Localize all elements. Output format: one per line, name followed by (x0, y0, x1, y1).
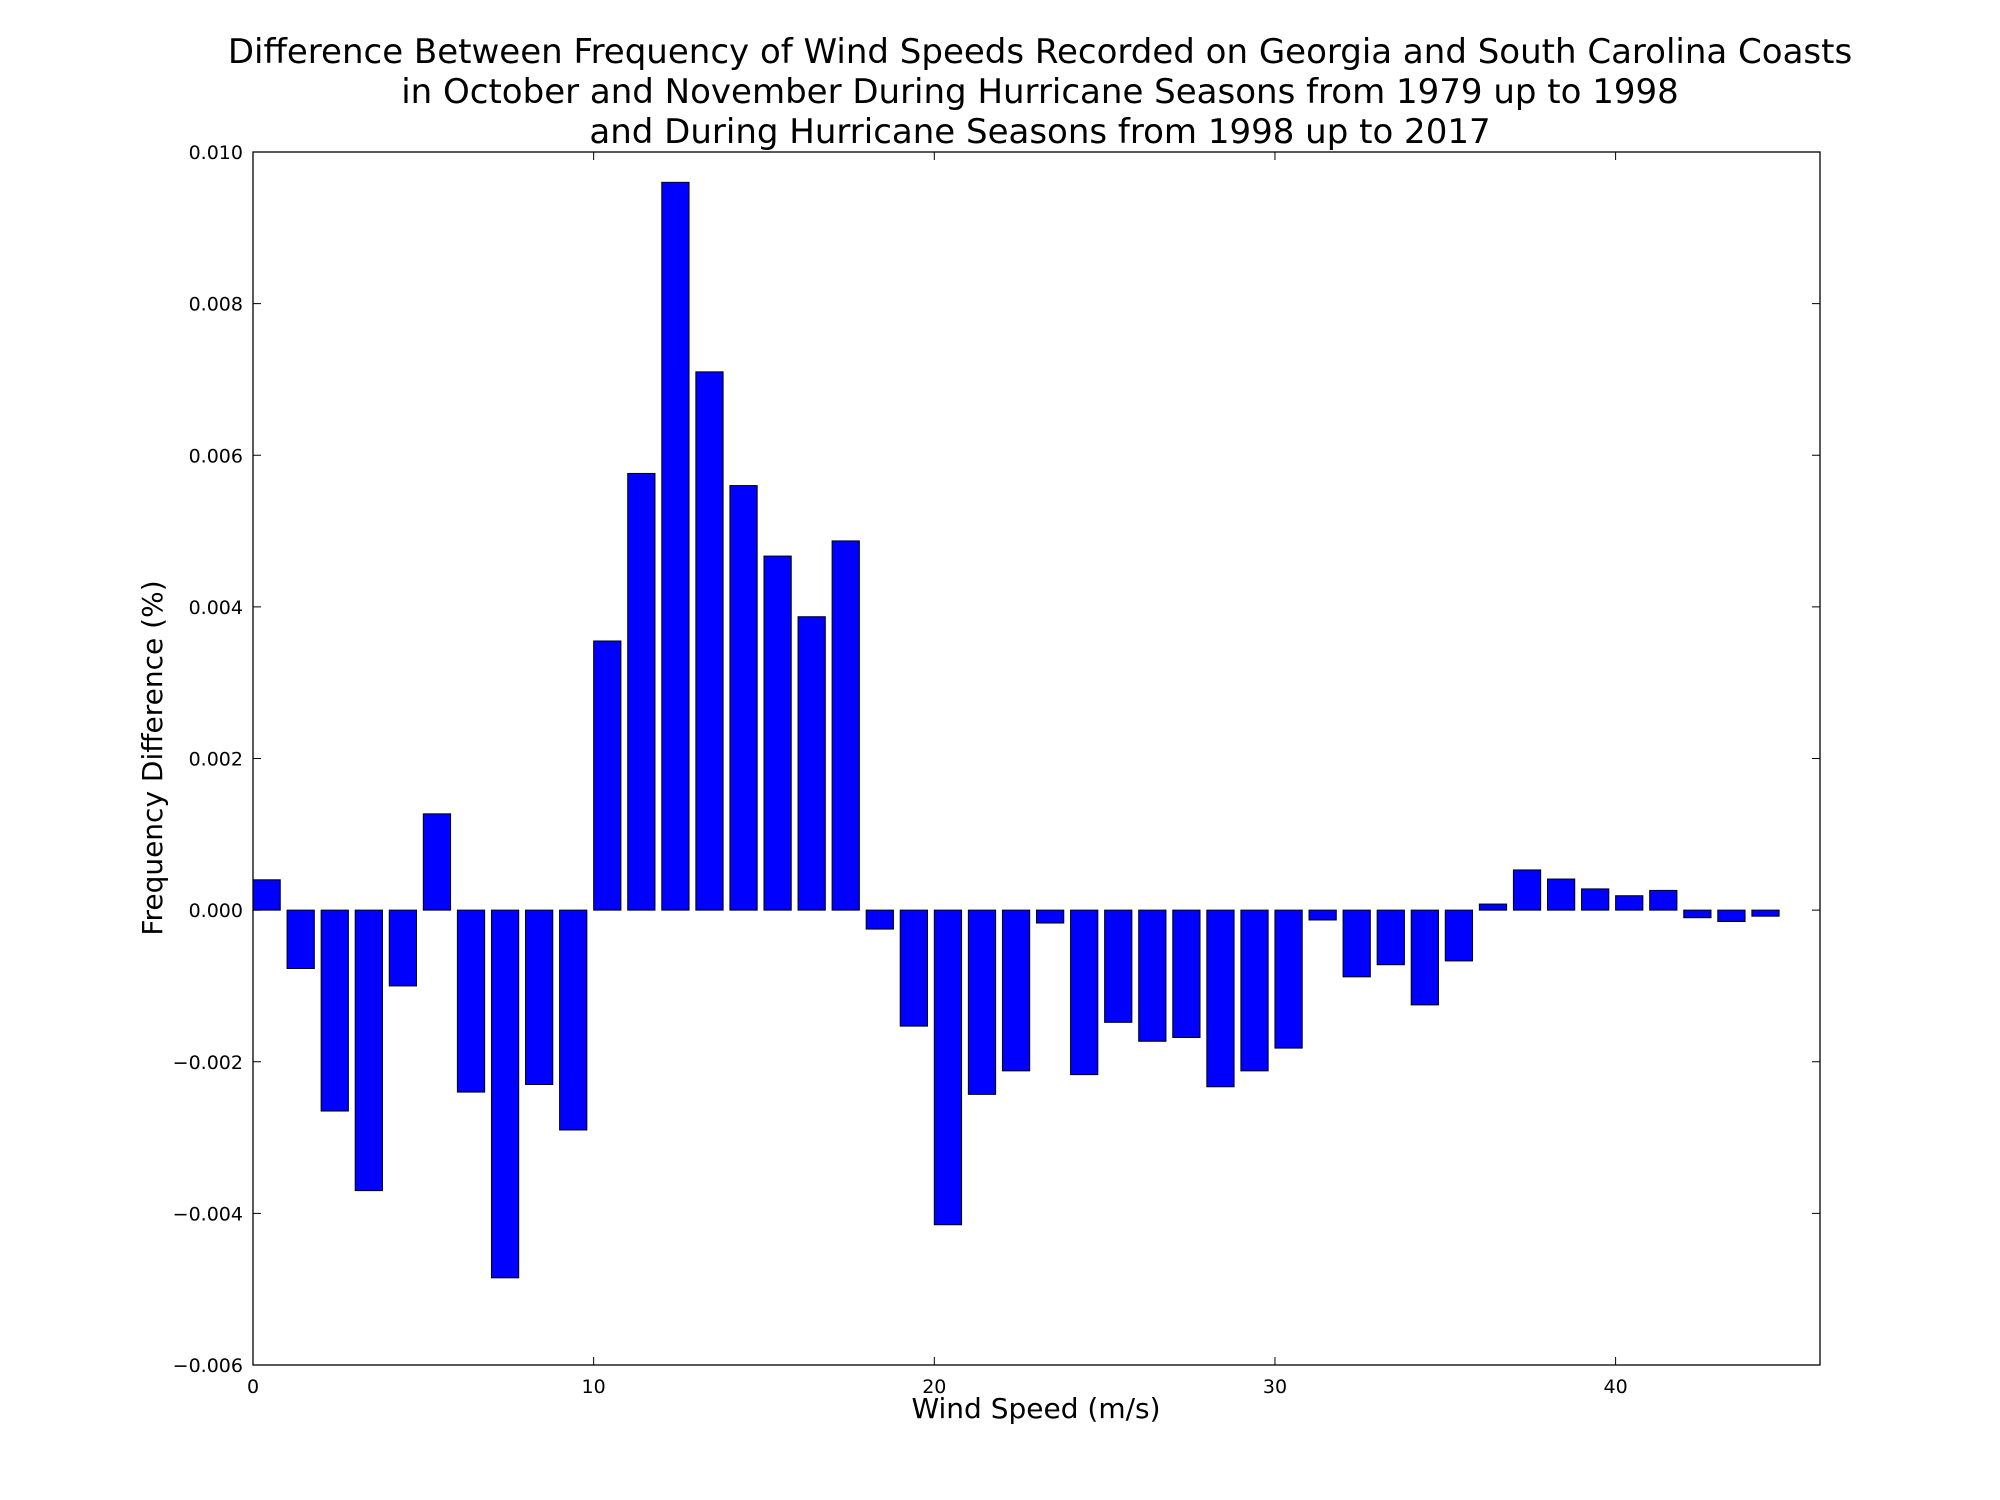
bar-9 (559, 909, 588, 1131)
bar-1 (286, 909, 315, 970)
chart-title-line-1: Difference Between Frequency of Wind Spe… (228, 32, 1852, 72)
bar-10 (593, 640, 622, 911)
chart-title-line-3: and During Hurricane Seasons from 1998 u… (589, 112, 1490, 152)
bar-43 (1717, 909, 1746, 922)
y-tick-label: 0.004 (189, 597, 243, 619)
bar-39 (1581, 888, 1610, 911)
bar-44 (1751, 909, 1780, 917)
chart-title-line-2: in October and November During Hurricane… (401, 72, 1679, 112)
bar-16 (797, 616, 826, 911)
bar-13 (695, 371, 724, 911)
bar-4 (388, 909, 418, 987)
bar-17 (831, 540, 860, 911)
bar-25 (1104, 909, 1133, 1023)
bar-22 (1001, 909, 1031, 1072)
x-tick-label: 10 (582, 1376, 606, 1398)
y-tick-labels: −0.006 −0.004 −0.002 0.000 0.002 0.004 0.006 0.… (173, 142, 243, 1377)
bar-6 (456, 909, 486, 1093)
bar-34 (1410, 909, 1439, 1006)
bar-15 (763, 555, 792, 911)
x-tick-label: 0 (247, 1376, 259, 1398)
x-tick-labels: 0 10 20 30 40 (247, 1376, 1628, 1398)
bar-11 (627, 472, 656, 911)
bar-40 (1615, 895, 1644, 911)
y-tick-label: 0.010 (189, 142, 243, 164)
y-tick-label: −0.006 (173, 1355, 243, 1377)
bar-24 (1070, 909, 1099, 1076)
bars (252, 181, 1780, 1279)
y-tick-label: 0.006 (189, 445, 243, 467)
bar-29 (1240, 909, 1269, 1072)
bar-5 (422, 813, 452, 911)
x-tick-label: 20 (922, 1376, 946, 1398)
bar-7 (490, 909, 520, 1279)
bar-23 (1036, 909, 1065, 924)
bar-35 (1444, 909, 1474, 962)
bar-32 (1342, 909, 1371, 978)
bar-3 (354, 909, 383, 1192)
bar-0 (252, 879, 281, 911)
bar-31 (1308, 909, 1337, 921)
bar-38 (1546, 878, 1576, 911)
bar-20 (933, 909, 963, 1226)
bar-41 (1649, 889, 1678, 911)
bar-8 (525, 909, 554, 1085)
bar-18 (865, 909, 894, 930)
bar-37 (1512, 869, 1542, 911)
y-tick-label: −0.002 (173, 1052, 243, 1074)
plot-frame (252, 151, 1821, 1366)
bar-14 (729, 485, 758, 911)
bar-19 (899, 909, 928, 1027)
chart-title: Difference Between Frequency of Wind Spe… (228, 32, 1852, 152)
bar-2 (320, 909, 349, 1112)
bar-30 (1274, 909, 1303, 1049)
bar-21 (967, 909, 997, 1095)
bar-36 (1478, 903, 1508, 911)
x-axis-label: Wind Speed (m/s) (911, 1392, 1160, 1425)
y-tick-label: 0.002 (189, 749, 243, 771)
bar-26 (1138, 909, 1167, 1042)
bar-28 (1206, 909, 1235, 1088)
y-tick-label: 0.008 (189, 294, 243, 316)
bar-33 (1376, 909, 1405, 966)
axis-ticks (252, 151, 1820, 1366)
bar-27 (1172, 909, 1201, 1038)
bar-12 (661, 181, 690, 911)
x-tick-label: 30 (1263, 1376, 1287, 1398)
bar-42 (1683, 909, 1712, 919)
y-tick-label: −0.004 (173, 1203, 243, 1225)
x-tick-label: 40 (1604, 1376, 1628, 1398)
y-tick-label: 0.000 (189, 900, 243, 922)
y-axis-label: Frequency Difference (%) (136, 580, 169, 935)
